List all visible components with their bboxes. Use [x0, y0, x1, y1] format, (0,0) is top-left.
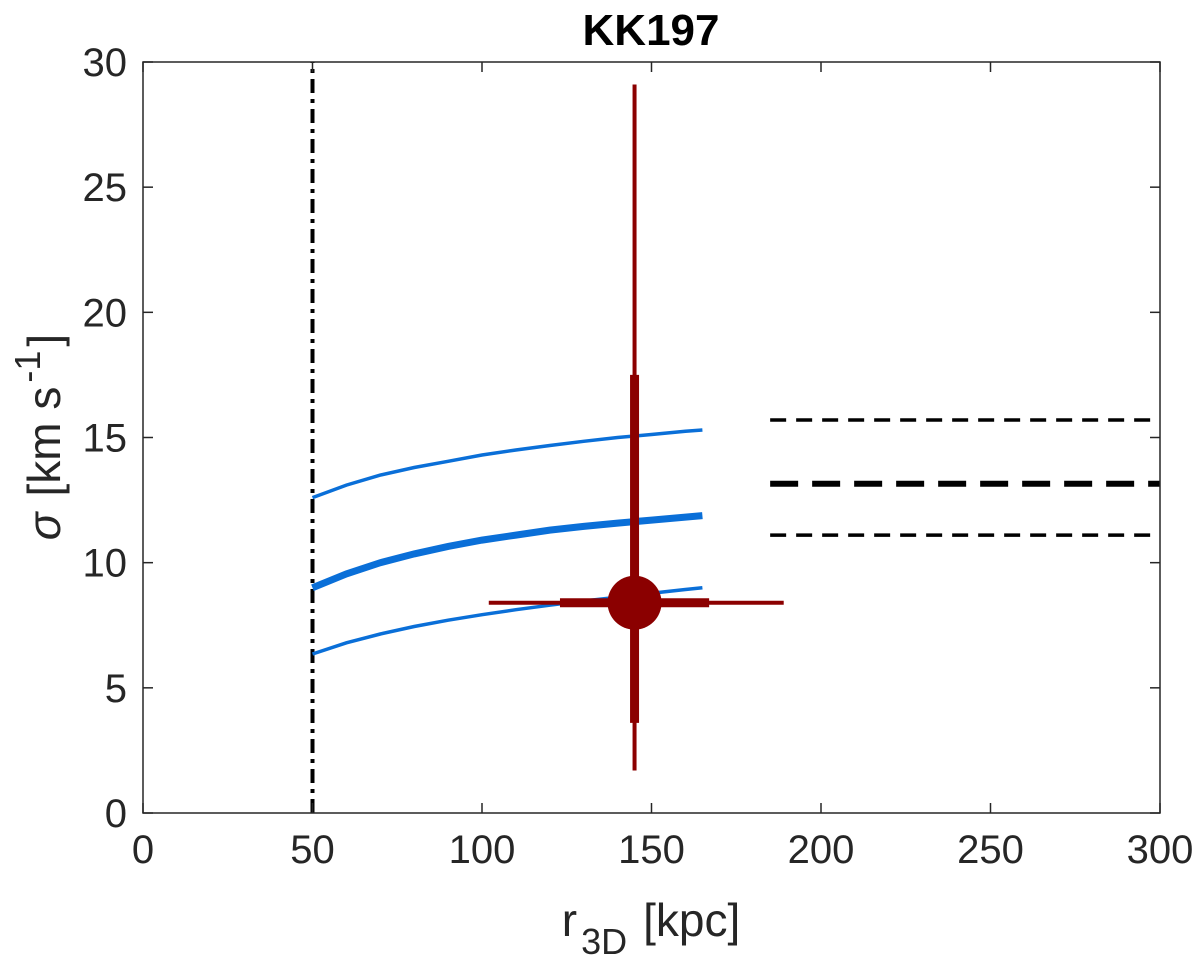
chart-title: KK197 — [583, 6, 720, 55]
plot-area — [143, 62, 1160, 813]
x-tick-label: 50 — [290, 828, 335, 872]
y-tick-label: 15 — [83, 417, 128, 461]
y-tick-label: 5 — [105, 667, 127, 711]
y-axis-label-symbol: σ — [18, 510, 70, 540]
x-tick-label: 200 — [788, 828, 855, 872]
y-axis-label-unit: [km s — [18, 387, 70, 497]
data-point-marker — [607, 575, 662, 630]
y-axis-label-close: ] — [18, 334, 70, 347]
model-median — [311, 512, 703, 591]
y-tick-label: 25 — [83, 166, 128, 210]
y-axis-label: σ [km s -1 ] — [7, 334, 70, 540]
x-tick-label: 100 — [449, 828, 516, 872]
x-tick-label: 150 — [618, 828, 685, 872]
axis-ticks: 0 50 100 150 200 250 300 0 5 10 15 20 25 30 — [83, 41, 1194, 872]
y-tick-label: 10 — [83, 542, 128, 586]
x-axis-label: r 3D [kpc] — [562, 894, 741, 962]
x-tick-label: 300 — [1127, 828, 1194, 872]
x-tick-label: 0 — [132, 828, 154, 872]
model-upper — [311, 428, 703, 500]
y-axis-label-sup: -1 — [7, 351, 48, 383]
x-axis-label-sub: 3D — [581, 921, 627, 962]
y-tick-label: 20 — [83, 291, 128, 335]
y-tick-label: 0 — [105, 792, 127, 836]
data-point-group — [488, 84, 784, 771]
reference-lines — [310, 62, 1160, 813]
y-tick-label: 30 — [83, 41, 128, 85]
x-axis-label-unit: [kpc] — [643, 894, 740, 946]
x-tick-label: 250 — [957, 828, 1024, 872]
x-axis-label-main: r — [562, 894, 577, 946]
